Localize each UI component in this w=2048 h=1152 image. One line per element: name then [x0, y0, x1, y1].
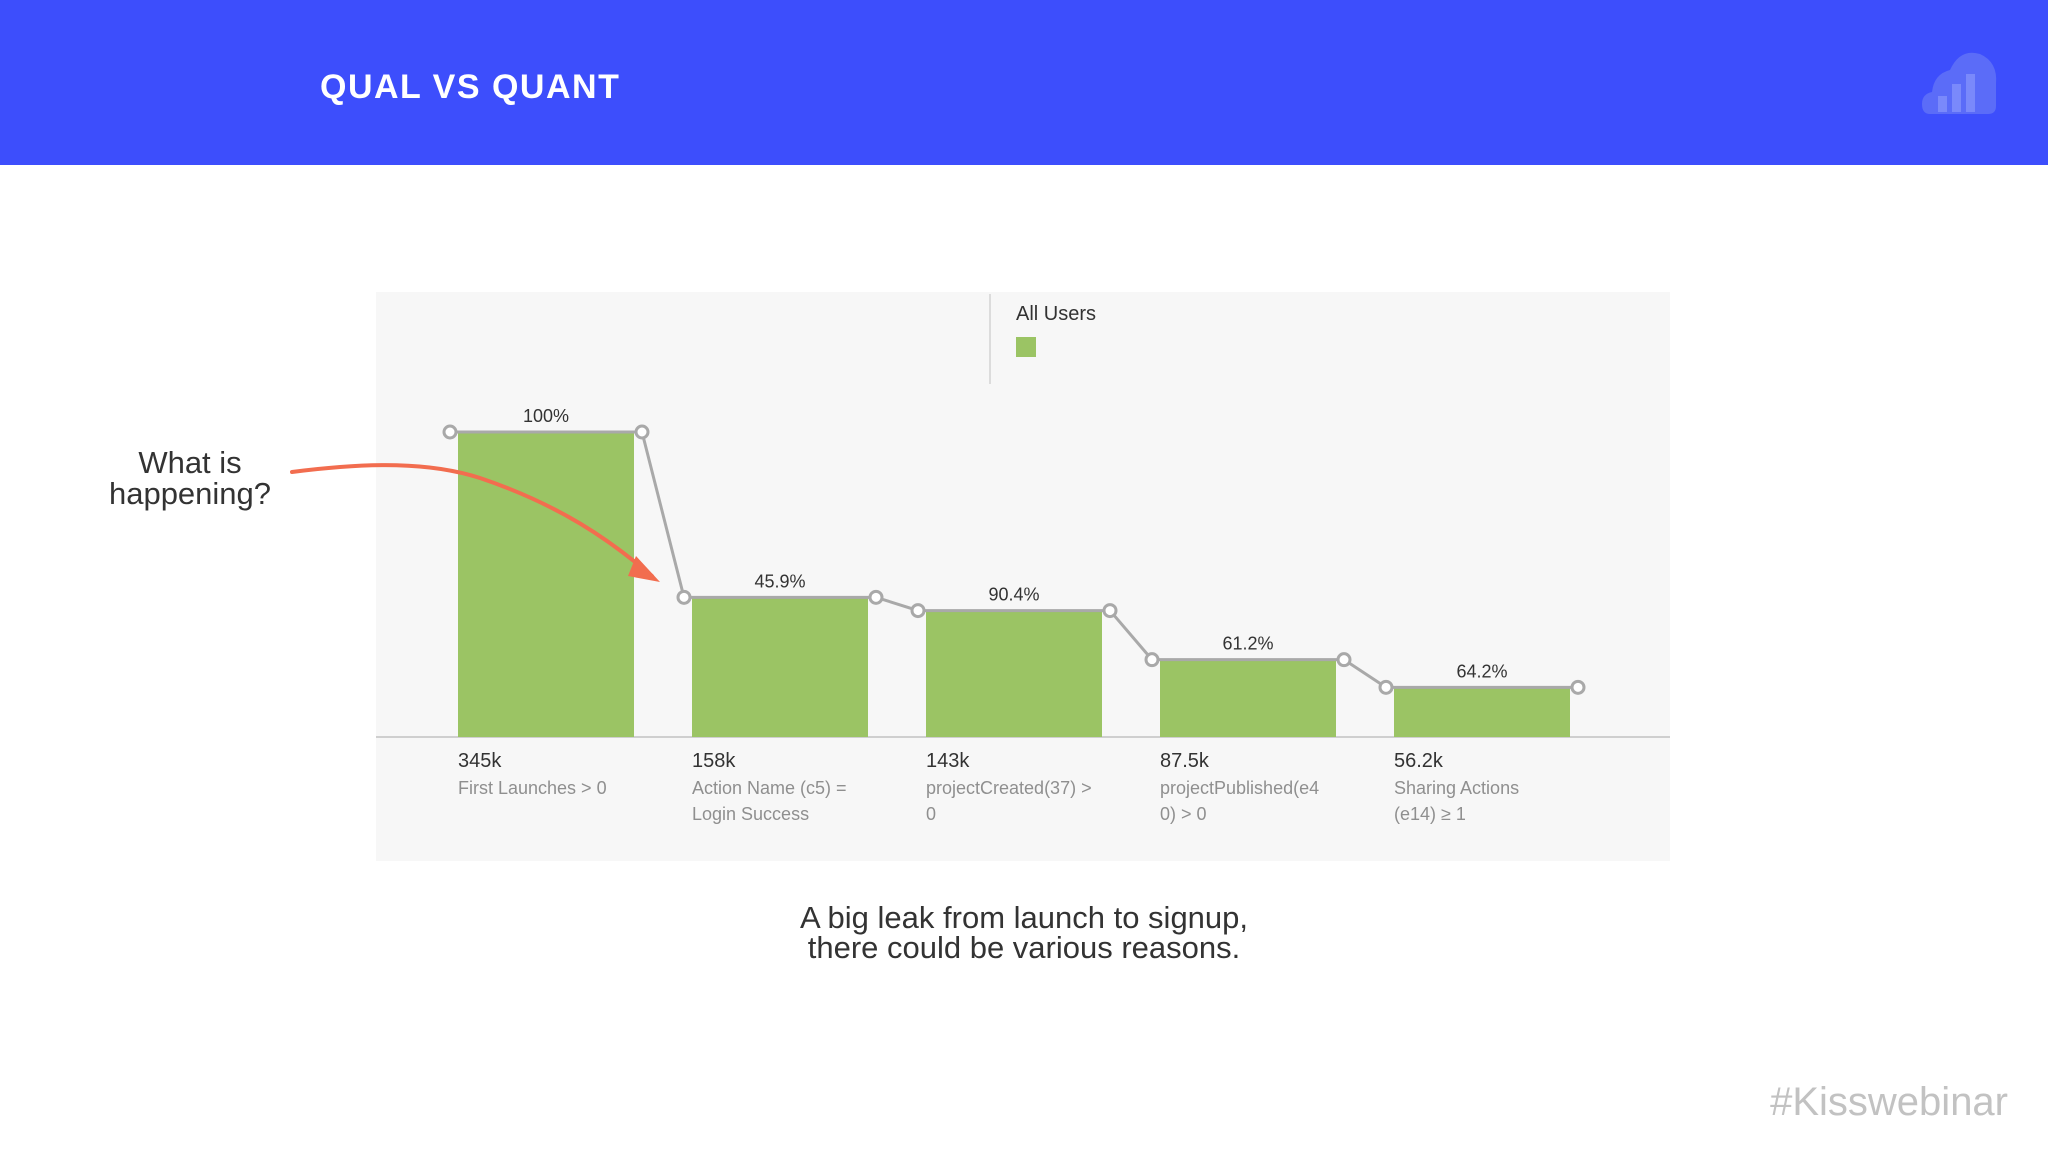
- category-label-4-2: 0) > 0: [1160, 804, 1207, 824]
- category-label-3-2: 0: [926, 804, 936, 824]
- connector-point-9: [1378, 679, 1394, 695]
- connector-point-6: [1102, 603, 1118, 619]
- header-bar: QUAL VS QUANT: [0, 0, 2048, 165]
- category-label-4-1: projectPublished(e4: [1160, 778, 1319, 798]
- connector-point-10: [1570, 679, 1586, 695]
- connector-point-7: [1144, 652, 1160, 668]
- annotation-line-2: happening?: [108, 476, 272, 511]
- bar-3: [926, 610, 1102, 737]
- funnel-connector-line: [450, 430, 1578, 689]
- category-label-1-1: First Launches > 0: [458, 778, 607, 798]
- percent-label-4: 61.2%: [1222, 634, 1273, 654]
- funnel-chart: All Users 100% 345k First Launches > 0 45.9%…: [376, 294, 1670, 824]
- percent-label-2: 45.9%: [754, 571, 805, 591]
- legend-label: All Users: [1016, 303, 1096, 325]
- chart-caption: A big leak from launch to signup, there …: [624, 900, 1424, 965]
- bar-2: [692, 597, 868, 737]
- percent-label-1: 100%: [523, 406, 569, 426]
- category-label-5-1: Sharing Actions: [1394, 778, 1519, 798]
- page-title: QUAL VS QUANT: [320, 68, 621, 106]
- bar-chart-icon: [1922, 52, 1997, 114]
- value-label-3: 143k: [926, 750, 970, 772]
- value-label-5: 56.2k: [1394, 750, 1444, 772]
- annotation-question: What is happening?: [100, 447, 280, 509]
- value-label-4: 87.5k: [1160, 750, 1210, 772]
- connector-point-2: [634, 424, 650, 440]
- funnel-chart-panel: All Users 100% 345k First Launches > 0 45.9%…: [376, 292, 1670, 861]
- caption-line-2: there could be various reasons.: [807, 930, 1241, 965]
- caption-line-1: A big leak from launch to signup,: [799, 900, 1249, 935]
- category-label-2-2: Login Success: [692, 804, 809, 824]
- legend-swatch: [1016, 337, 1036, 357]
- percent-label-3: 90.4%: [988, 585, 1039, 605]
- value-label-2: 158k: [692, 750, 736, 772]
- bar-5: [1394, 687, 1570, 737]
- hashtag-label: #Kisswebinar: [1770, 1080, 2008, 1124]
- percent-label-5: 64.2%: [1456, 661, 1507, 681]
- connector-point-4: [868, 589, 884, 605]
- category-label-3-1: projectCreated(37) >: [926, 778, 1092, 798]
- bar-4: [1160, 659, 1336, 737]
- value-label-1: 345k: [458, 750, 502, 772]
- bar-1: [458, 432, 634, 737]
- connector-point-5: [910, 603, 926, 619]
- connector-point-1: [442, 424, 458, 440]
- category-label-5-2: (e14) ≥ 1: [1394, 804, 1466, 824]
- connector-point-3: [676, 589, 692, 605]
- connector-point-8: [1336, 652, 1352, 668]
- category-label-2-1: Action Name (c5) =: [692, 778, 847, 798]
- annotation-line-1: What is: [138, 445, 242, 480]
